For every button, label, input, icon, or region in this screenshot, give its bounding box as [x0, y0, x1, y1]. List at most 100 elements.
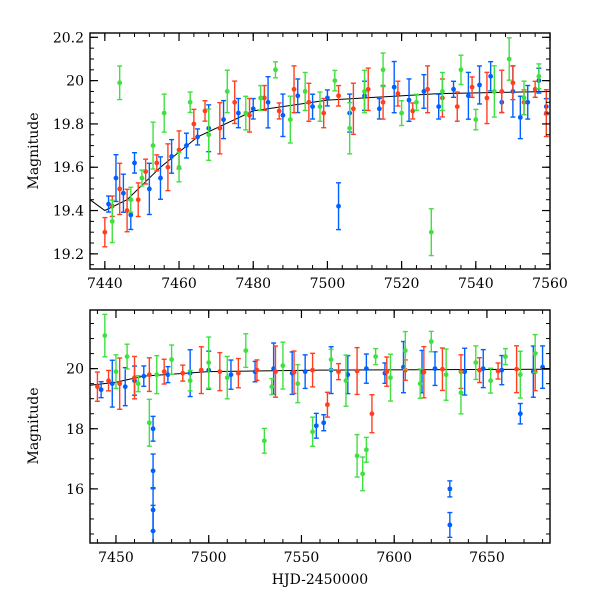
top-point-2-29	[536, 73, 542, 79]
bottom-point-2-12	[269, 384, 275, 390]
top-point-2-24	[458, 67, 464, 73]
bottom-xtick-label-0: 7450	[98, 550, 134, 566]
top-point-1-24	[410, 108, 416, 114]
top-point-1-31	[510, 80, 516, 86]
top-point-2-16	[332, 78, 338, 84]
bottom-point-2-32	[532, 351, 538, 356]
bottom-point-2-11	[261, 438, 267, 444]
bottom-panel: Magnitude HJD-2450000 7450 7500 7550 7600 76…	[26, 309, 551, 588]
top-point-2-23	[440, 89, 445, 94]
bottom-point-0-31	[517, 411, 523, 417]
top-point-1-18	[321, 110, 327, 116]
top-ytick-label-5: 20.2	[53, 30, 84, 46]
bottom-point-1-0	[95, 384, 100, 390]
bottom-point-0-0	[98, 387, 104, 393]
bottom-point-1-18	[384, 369, 390, 375]
bottom-point-2-16	[328, 357, 334, 363]
top-point-2-5	[161, 110, 167, 116]
top-point-0-23	[391, 84, 397, 90]
top-point-1-22	[380, 99, 386, 105]
top-point-0-29	[477, 82, 482, 88]
bottom-point-2-1	[113, 369, 119, 375]
bottom-point-0-2	[122, 384, 128, 390]
top-point-2-14	[302, 89, 308, 94]
bottom-point-2-21	[373, 354, 379, 359]
bottom-point-2-20	[363, 447, 369, 453]
bottom-point-2-4	[146, 420, 152, 426]
bottom-point-1-12	[291, 369, 297, 375]
top-point-0-33	[517, 115, 523, 120]
bottom-point-0-21	[363, 366, 369, 372]
bottom-point-2-6	[169, 357, 175, 363]
bottom-point-0-12	[228, 372, 234, 378]
bottom-point-2-31	[517, 372, 523, 378]
top-point-1-30	[499, 89, 505, 94]
top-point-0-18	[325, 95, 330, 101]
bottom-ytick-label-2: 20	[66, 362, 84, 378]
bottom-point-2-13	[280, 363, 286, 369]
bottom-point-0-17	[313, 423, 319, 429]
top-point-1-5	[143, 169, 149, 174]
bottom-point-1-23	[477, 367, 482, 373]
bottom-point-1-11	[273, 369, 278, 375]
top-point-0-13	[250, 106, 256, 112]
bottom-point-0-25	[432, 366, 438, 372]
bottom-point-0-18	[321, 420, 327, 426]
bottom-point-0-26	[447, 522, 453, 528]
bottom-point-1-13	[310, 367, 315, 373]
top-point-0-27	[451, 86, 456, 92]
bottom-point-1-14	[325, 402, 330, 408]
bottom-point-2-14	[295, 381, 301, 387]
bottom-point-1-7	[198, 367, 204, 373]
top-point-2-21	[414, 99, 419, 105]
bottom-point-0-7	[150, 468, 156, 474]
top-point-2-15	[317, 104, 323, 110]
top-point-2-18	[362, 89, 367, 94]
bottom-point-1-17	[369, 411, 375, 417]
top-data-layer	[90, 37, 550, 257]
top-point-2-19	[380, 67, 386, 73]
top-point-0-1	[113, 175, 119, 181]
bottom-point-0-4	[141, 373, 147, 379]
bottom-point-1-4	[146, 372, 152, 378]
top-point-1-2	[117, 186, 123, 192]
bottom-point-2-10	[243, 348, 249, 353]
bottom-point-2-22	[388, 375, 393, 381]
bottom-point-0-1	[109, 381, 115, 387]
top-point-1-15	[276, 108, 282, 114]
top-point-0-0	[106, 201, 111, 207]
top-point-2-4	[150, 143, 156, 148]
bottom-xtick-label-1: 7500	[191, 550, 227, 566]
bottom-ytick-label-0: 16	[66, 482, 84, 498]
top-point-1-3	[124, 208, 130, 213]
top-plot-frame	[89, 32, 551, 270]
top-xtick-label-5: 7540	[458, 276, 494, 292]
top-point-2-6	[176, 164, 182, 170]
bottom-point-0-30	[499, 367, 505, 373]
bottom-point-1-25	[514, 366, 520, 372]
top-ytick-label-2: 19.6	[53, 160, 84, 176]
top-point-2-26	[491, 89, 497, 94]
bottom-point-2-26	[443, 372, 449, 378]
top-point-1-13	[247, 112, 252, 118]
bottom-point-1-6	[180, 370, 186, 376]
top-point-1-0	[102, 229, 108, 235]
top-point-1-25	[425, 86, 430, 92]
bottom-point-0-29	[480, 366, 486, 372]
bottom-point-1-1	[106, 378, 111, 384]
bottom-point-1-24	[495, 368, 501, 374]
bottom-point-2-25	[428, 339, 434, 344]
bottom-point-2-5	[154, 372, 160, 378]
top-xtick-label-4: 7520	[384, 276, 420, 292]
top-panel: Magnitude 7440 7460 7480 7500 7520 7540 7560 19…	[26, 30, 568, 292]
bottom-xtick-label-2: 7550	[284, 550, 320, 566]
top-point-0-12	[235, 110, 241, 116]
top-point-0-19	[336, 203, 341, 209]
top-point-2-1	[117, 80, 123, 86]
top-point-2-9	[224, 89, 230, 94]
bottom-point-2-7	[187, 378, 193, 384]
top-point-1-9	[191, 121, 197, 127]
top-xtick-label-2: 7480	[235, 276, 271, 292]
top-point-0-8	[184, 143, 189, 148]
